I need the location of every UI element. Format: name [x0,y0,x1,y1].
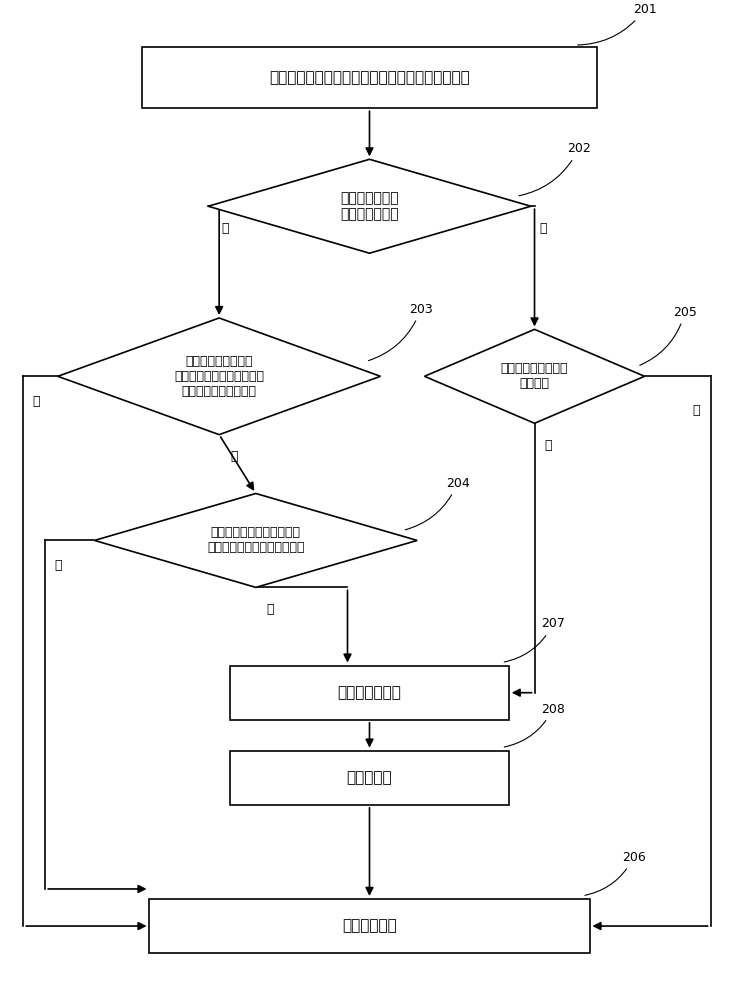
Polygon shape [95,493,418,587]
Text: 否: 否 [54,559,61,572]
Polygon shape [208,159,531,253]
Text: 201: 201 [578,3,656,45]
FancyBboxPatch shape [149,899,590,953]
Text: 遍历人物动作类型，
判断资源中以人物动作类型
命名的子目录是否存在: 遍历人物动作类型， 判断资源中以人物动作类型 命名的子目录是否存在 [174,355,264,398]
Text: 是: 是 [222,222,229,235]
Text: 是: 是 [545,439,552,452]
Text: 208: 208 [504,703,565,747]
Text: 判断子目录下的方向子目录
数量是否符合预设的数量要求: 判断子目录下的方向子目录 数量是否符合预设的数量要求 [207,526,304,554]
Text: 207: 207 [504,617,565,662]
Text: 判断资源所在的目录
是否存在: 判断资源所在的目录 是否存在 [501,362,568,390]
FancyBboxPatch shape [230,666,509,720]
Text: 203: 203 [369,303,433,361]
Text: 资源进行重命名: 资源进行重命名 [338,685,401,700]
Text: 否: 否 [539,222,547,235]
Text: 获取待生成序列图的资源的类型及资源所在的目录: 获取待生成序列图的资源的类型及资源所在的目录 [269,70,470,85]
Text: 204: 204 [405,477,469,530]
Text: 是: 是 [230,450,238,463]
Text: 生成序列图: 生成序列图 [347,770,392,785]
Text: 205: 205 [640,306,697,365]
Text: 提示非法信息: 提示非法信息 [342,919,397,934]
Text: 判断资源的类型
是否为人物资源: 判断资源的类型 是否为人物资源 [340,191,399,221]
Text: 206: 206 [585,851,645,895]
Text: 202: 202 [519,142,590,196]
Polygon shape [424,329,644,423]
Text: 否: 否 [33,395,41,408]
Text: 是: 是 [267,603,274,616]
Polygon shape [58,318,381,435]
Text: 否: 否 [692,404,700,417]
FancyBboxPatch shape [230,751,509,805]
FancyBboxPatch shape [142,47,597,108]
